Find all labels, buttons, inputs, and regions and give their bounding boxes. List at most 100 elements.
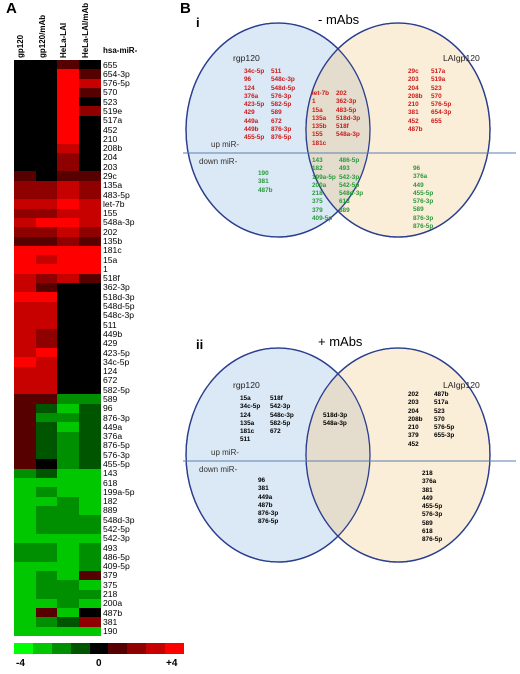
venn-mir-item: 124	[244, 84, 255, 92]
venn-mir-item: 182	[312, 165, 323, 173]
venn-mir-item: 582-5p	[271, 101, 292, 109]
venn-mir-item: 449b	[244, 126, 259, 134]
heatmap-row-label: 381	[103, 616, 118, 627]
heatmap-row-label: 1	[103, 263, 108, 274]
heatmap-cell	[57, 459, 79, 470]
heatmap-cell	[35, 533, 58, 544]
venn-ii-right-up-col1: 202 203 204 208b 210 379 452	[408, 391, 423, 449]
heatmap-cell	[78, 450, 101, 460]
heatmap-row-label: 181c	[103, 245, 122, 256]
heatmap-cell	[14, 422, 36, 433]
heatmap-cell	[35, 348, 58, 358]
heatmap-cell	[78, 190, 101, 200]
heatmap-cell	[78, 301, 101, 312]
venn-mir-item: 29c	[408, 68, 419, 75]
venn-mir-item: 548d-5p	[271, 84, 296, 92]
heatmap-cell	[35, 69, 58, 80]
heatmap-cell	[57, 171, 79, 182]
venn-mir-item: 1	[312, 98, 316, 106]
venn-mir-item: 518f	[270, 395, 283, 402]
heatmap-cell	[35, 394, 58, 405]
heatmap-row-label: 34c-5p	[103, 356, 130, 367]
heatmap-cell	[35, 115, 58, 126]
venn-mir-item: 618	[422, 528, 433, 536]
heatmap-cell	[57, 87, 79, 98]
heatmap-cell	[14, 533, 36, 544]
scale-swatch	[89, 643, 109, 654]
venn-mir-item: 202	[408, 391, 419, 398]
venn-mir-item: 570	[434, 415, 445, 423]
heatmap-cell	[35, 468, 58, 479]
heatmap-cell	[14, 217, 36, 228]
heatmap-cell	[78, 255, 101, 265]
venn-mir-item: 15a	[240, 395, 251, 402]
heatmap-cell	[14, 608, 36, 618]
heatmap-cell	[14, 69, 36, 80]
scale-swatch	[32, 643, 53, 654]
venn-mir-item: 449a	[258, 493, 273, 501]
venn-ii-title: + mAbs	[318, 334, 363, 349]
heatmap-row-label: 876-3p	[103, 412, 130, 423]
heatmap-cell	[35, 338, 58, 349]
heatmap-cell	[57, 478, 79, 488]
heatmap-row-label: 570	[103, 87, 118, 98]
venn-mir-item: 576-5p	[434, 424, 455, 432]
heatmap-row-label: 135b	[103, 236, 123, 247]
heatmap-cell	[14, 589, 36, 600]
heatmap-cell	[35, 227, 58, 237]
heatmap-cell	[35, 87, 58, 98]
venn-ii-left-up-col2: 518f 542-3p 548c-3p 582-5p 672	[270, 395, 294, 436]
heatmap-cell	[14, 78, 36, 89]
heatmap-cell	[78, 78, 101, 89]
heatmap-cell	[57, 385, 79, 395]
heatmap-row-label: 576-5p	[103, 78, 130, 89]
heatmap-cell	[78, 626, 101, 637]
heatmap-cell	[78, 487, 101, 498]
heatmap-cell	[14, 180, 36, 191]
heatmap-cell	[78, 134, 101, 145]
heatmap-cell	[57, 217, 79, 228]
venn-mir-item: let-7b	[312, 90, 330, 97]
heatmap-cell	[14, 487, 36, 498]
panel-b-letter: B	[180, 0, 191, 17]
heatmap-cell	[78, 199, 101, 210]
venn-ii-left-up-col1: 15a 34c-5p 124 135a 181c 511	[240, 395, 260, 445]
venn-mir-item: 487b	[408, 126, 423, 134]
heatmap-cell	[78, 208, 101, 219]
venn-mir-item: 210	[408, 101, 419, 109]
venn-mir-item: 381	[258, 485, 269, 493]
heatmap-row-label: 889	[103, 505, 118, 516]
venn-mir-item: 876-3p	[413, 214, 434, 222]
venn-mir-item: 511	[271, 68, 282, 75]
scale-swatch	[127, 643, 147, 654]
venn-mir-item: 208b	[408, 415, 423, 423]
heatmap-row-label: 429	[103, 338, 118, 349]
venn-mir-item: 655-3p	[434, 432, 455, 440]
heatmap-cell	[78, 125, 101, 135]
heatmap-cell	[35, 245, 58, 256]
heatmap-cell	[14, 450, 36, 460]
heatmap-cell	[78, 69, 101, 80]
venn-mir-item: 452	[408, 440, 419, 448]
heatmap-row-label: 362-3p	[103, 282, 130, 293]
heatmap-cell	[14, 227, 36, 237]
heatmap-row-label: 200a	[103, 598, 123, 609]
heatmap-cell	[57, 543, 79, 553]
heatmap-row-label: 124	[103, 366, 118, 377]
venn-ii-left-set-label: rgp120	[233, 380, 260, 390]
heatmap-row-label: 548c-3p	[103, 310, 135, 321]
heatmap-row-label: 654-3p	[103, 68, 130, 79]
heatmap-cell	[14, 255, 36, 265]
heatmap-row-label: 449a	[103, 421, 123, 432]
heatmap-cell	[78, 143, 101, 154]
venn-mir-item: 548c-3p	[270, 411, 294, 419]
heatmap-cell	[14, 264, 36, 275]
heatmap-cell	[78, 440, 101, 451]
heatmap-cell	[78, 570, 101, 581]
venn-mir-item: 576-3p	[271, 92, 292, 100]
venn-mir-item: 379	[312, 206, 323, 214]
heatmap-cell	[78, 97, 101, 107]
heatmap-cell	[57, 403, 79, 414]
venn-mir-item: 381	[258, 178, 269, 186]
heatmap-cell	[14, 60, 36, 70]
